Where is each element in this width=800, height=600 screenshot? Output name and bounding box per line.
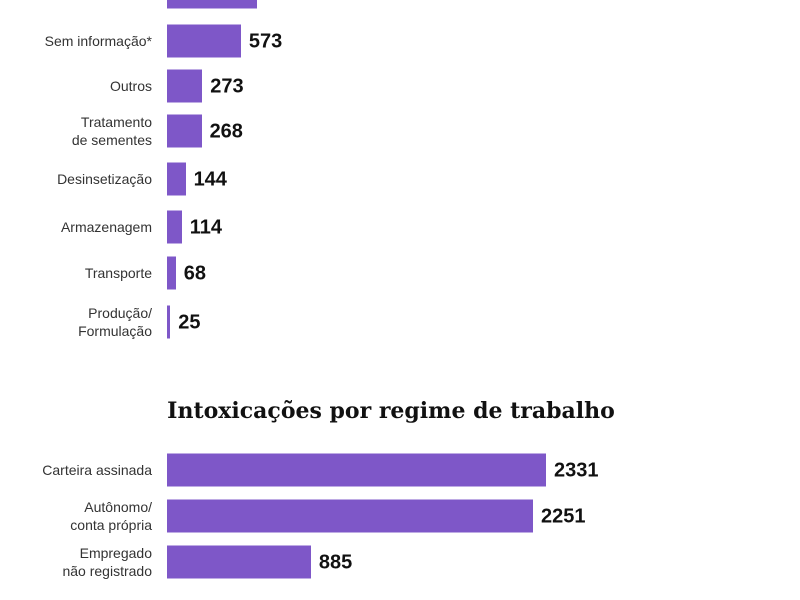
category-label: Empregado não registrado (62, 544, 152, 580)
category-label: Sem informação* (45, 32, 152, 50)
category-label-line: Formulação (78, 323, 152, 339)
category-label-line: Empregado (79, 545, 152, 561)
value-label: 573 (248, 30, 283, 53)
bar (167, 305, 171, 339)
value-label: 144 (193, 168, 227, 191)
bar (167, 499, 533, 533)
category-label-line: Tratamento (80, 114, 152, 130)
bar (167, 210, 182, 244)
category-label: Transporte (85, 264, 152, 282)
category-label: Armazenagem (61, 218, 152, 236)
category-label: Produção/Formulação (78, 304, 152, 340)
category-label-line: Autônomo/ (84, 499, 152, 515)
chart-title: Intoxicações por regime de trabalho (167, 398, 615, 424)
value-label: 268 (209, 120, 243, 143)
value-label: 25 (178, 311, 201, 334)
value-label: 885 (318, 551, 353, 574)
bar (167, 256, 176, 290)
value-label: 2331 (554, 459, 599, 482)
category-label: Desinsetização (57, 170, 152, 188)
category-label: Carteira assinada (42, 461, 152, 479)
category-label: Tratamento de sementes (72, 113, 152, 149)
category-label-line: Sem informação* (44, 33, 152, 49)
category-label-line: Produção/ (88, 305, 152, 321)
category-label-line: Transporte (84, 265, 152, 281)
value-label: 68 (183, 262, 207, 285)
category-label-line: de sementes (71, 132, 152, 148)
bar (167, 24, 241, 58)
category-label-line: conta própria (70, 517, 152, 533)
bar (167, 453, 547, 487)
category-label-line: Desinsetização (57, 171, 152, 187)
category-label: Outros (110, 77, 152, 95)
bar (167, 545, 311, 579)
category-label-line: Outros (109, 78, 152, 94)
value-label: 2251 (541, 505, 586, 528)
bar (167, 0, 257, 9)
value-label: 273 (210, 75, 244, 98)
bar (167, 114, 202, 148)
bar (167, 162, 186, 196)
category-label-line: Carteira assinada (42, 462, 152, 478)
category-label: Autônomo/conta própria (70, 498, 152, 534)
category-label-line: não registrado (62, 563, 152, 579)
category-label-line: Armazenagem (60, 219, 152, 235)
value-label: 114 (189, 216, 222, 239)
bar (167, 69, 203, 103)
